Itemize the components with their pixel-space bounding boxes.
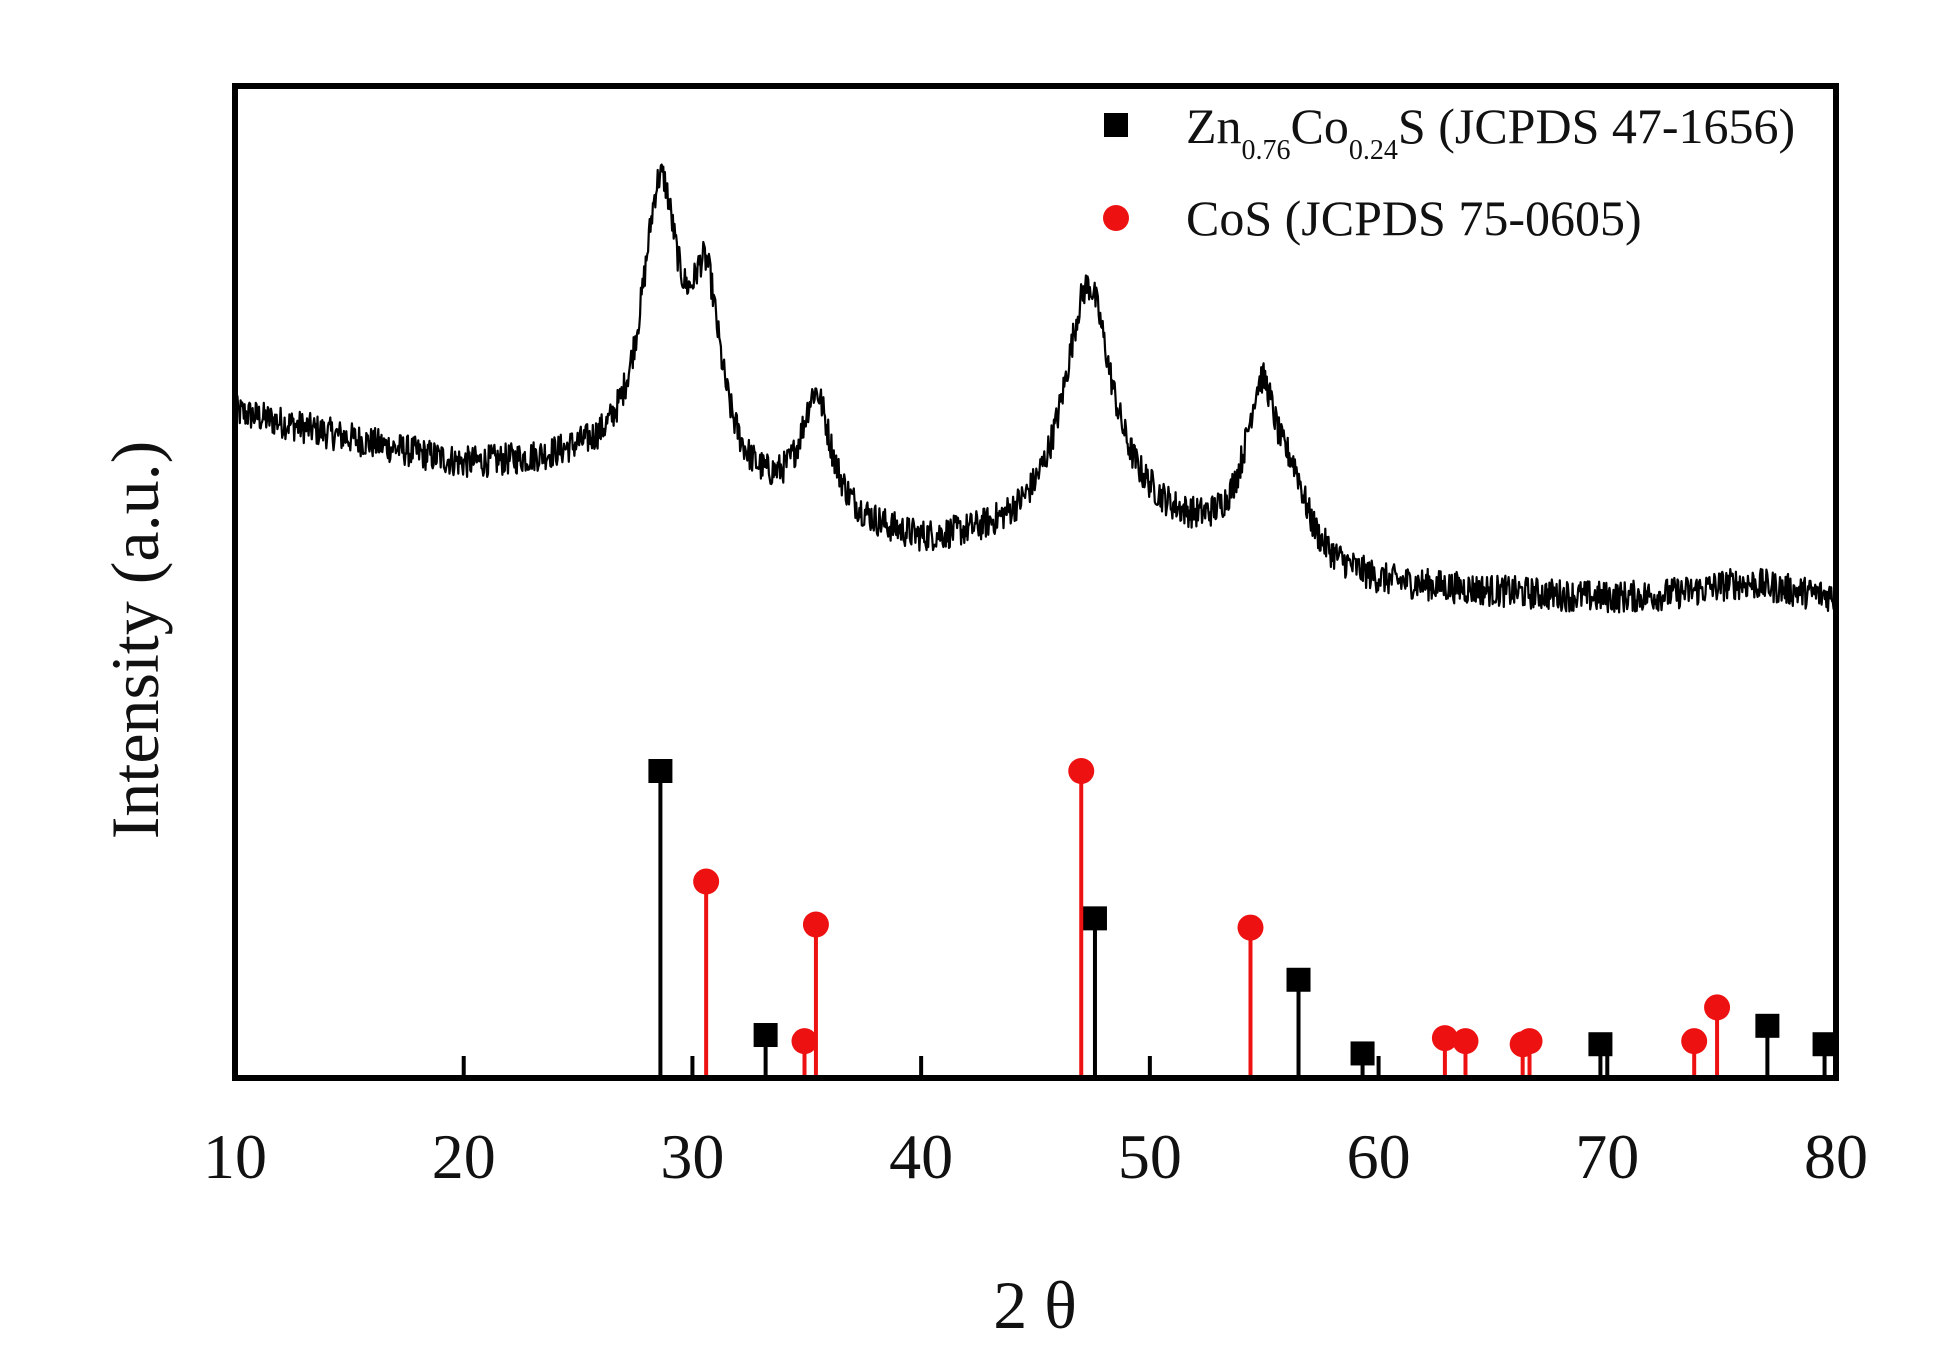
reference-sticks-layer: [648, 758, 1837, 1078]
x-tick-label: 40: [889, 1121, 953, 1192]
legend: Zn0.76Co0.24S (JCPDS 47-1656) CoS (JCPDS…: [1103, 98, 1795, 246]
zn-co-s-marker: [1812, 1032, 1837, 1057]
zn-co-s-marker: [1350, 1041, 1375, 1066]
legend-marker-circle: [1103, 205, 1129, 231]
x-tick-label: 30: [660, 1121, 724, 1192]
cos-marker: [1237, 914, 1264, 941]
x-tick-labels: 10 20 30 40 50 60 70 80: [203, 1121, 1868, 1192]
cos-marker: [1452, 1028, 1479, 1055]
zn-co-s-marker: [1082, 906, 1107, 931]
xrd-pattern-layer: [233, 163, 1838, 614]
x-tick-label: 10: [203, 1121, 267, 1192]
x-tick-label: 20: [432, 1121, 496, 1192]
cos-marker: [791, 1028, 818, 1055]
x-tick-label: 50: [1118, 1121, 1182, 1192]
legend-zn-main: Zn: [1186, 98, 1242, 154]
xrd-pattern-line: [233, 163, 1838, 614]
cos-marker: [1431, 1025, 1458, 1052]
legend-marker-square: [1104, 113, 1128, 137]
legend-zn-sub1: 0.76: [1242, 135, 1291, 166]
zn-co-s-marker: [1588, 1032, 1613, 1057]
cos-marker: [1516, 1028, 1543, 1055]
legend-label-zn-co-s: Zn0.76Co0.24S (JCPDS 47-1656): [1186, 98, 1795, 166]
cos-marker: [693, 868, 720, 895]
axis-minor-marks-layer: [461, 1056, 1610, 1078]
cos-marker: [1681, 1028, 1708, 1055]
x-tick-label: 70: [1575, 1121, 1639, 1192]
zn-co-s-marker: [648, 759, 673, 783]
zn-co-s-marker: [1286, 967, 1311, 992]
cos-marker: [1068, 758, 1095, 784]
cos-marker: [1704, 994, 1731, 1021]
cos-marker: [802, 911, 829, 938]
legend-zn-end: S (JCPDS 47-1656): [1398, 98, 1795, 154]
x-tick-label: 80: [1804, 1121, 1868, 1192]
zn-co-s-marker: [753, 1023, 778, 1048]
zn-co-s-marker: [1755, 1013, 1780, 1038]
legend-zn-sub2: 0.24: [1349, 135, 1398, 166]
plot-frame: [232, 83, 1839, 1081]
legend-zn-mid: Co: [1291, 98, 1349, 154]
legend-label-cos: CoS (JCPDS 75-0605): [1186, 190, 1642, 246]
y-axis-label: Intensity (a.u.): [97, 441, 173, 839]
plot-area: [233, 163, 1838, 1078]
x-axis-label: 2 θ: [993, 1267, 1077, 1343]
x-tick-label: 60: [1347, 1121, 1411, 1192]
